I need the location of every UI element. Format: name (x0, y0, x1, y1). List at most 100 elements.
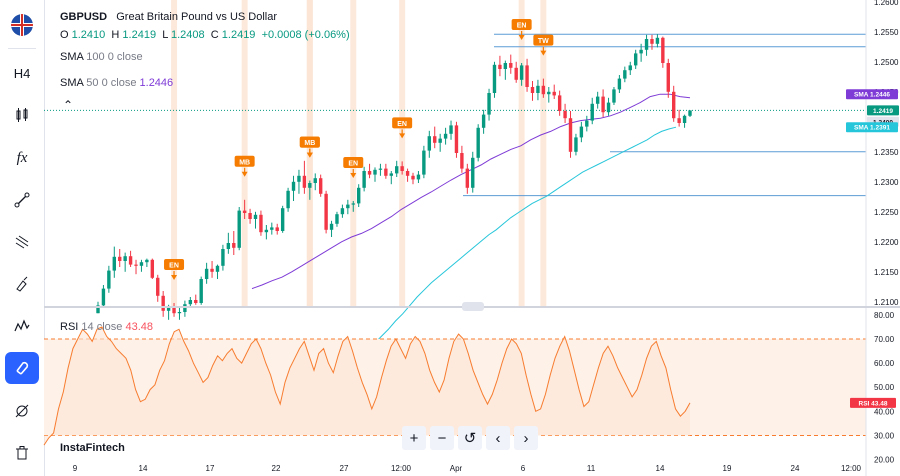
candle-body (422, 150, 426, 175)
scroll-left-button[interactable]: ‹ (486, 426, 510, 450)
rsi-line (43, 326, 691, 446)
scroll-right-button[interactable]: › (514, 426, 538, 450)
chart-type-button[interactable] (6, 100, 38, 130)
candle-body (335, 214, 339, 224)
signal-badge (343, 157, 364, 168)
magnet-mode-button[interactable] (5, 352, 39, 384)
candle-body (112, 256, 116, 271)
sma100-legend[interactable]: SMA 100 0 close (60, 51, 143, 63)
pane-resize-handle (462, 302, 484, 311)
candle-body (585, 120, 589, 127)
interval-button[interactable]: H4 (6, 58, 38, 88)
candle-body (672, 91, 676, 119)
candle-body (210, 268, 214, 272)
time-tick-label: 14 (139, 464, 148, 473)
sma50-line (251, 93, 691, 290)
price-tick-label: 1.2100 (874, 298, 899, 307)
candle-body (199, 279, 203, 303)
signal-badge-label: EN (517, 23, 527, 30)
zoom-in-button[interactable]: + (402, 426, 426, 450)
price-tag-label: SMA 1.2446 (854, 92, 890, 99)
price-tick-label: 1.2500 (874, 58, 899, 67)
delete-drawings-button[interactable] (6, 438, 38, 468)
candle-body (498, 64, 502, 69)
candle-body (232, 243, 236, 248)
candle-body (291, 181, 296, 191)
candle-body (400, 166, 404, 171)
hide-drawings-icon (15, 404, 29, 418)
candle-body (601, 96, 605, 113)
time-tick-label: 11 (587, 464, 596, 473)
symbol-legend: GBPUSD Great Britain Pound vs US Dollar (60, 11, 277, 23)
candle-body (378, 168, 383, 170)
magnet-icon (16, 361, 29, 375)
price-tick-label: 1.2150 (874, 268, 899, 277)
candle-body (134, 264, 138, 266)
rsi-price-tag (850, 397, 896, 408)
collapse-legend-button[interactable]: ⌃ (60, 98, 76, 112)
time-tick-label: 9 (73, 464, 78, 473)
candle-body (395, 166, 399, 174)
price-tick-label: 1.2200 (874, 238, 899, 247)
candle-body (579, 126, 584, 138)
price-tick-label: 1.2600 (874, 0, 899, 7)
trash-icon (16, 446, 28, 460)
rsi-label: RSI (60, 321, 79, 333)
price-tick-label: 1.2550 (874, 28, 899, 37)
reset-view-button[interactable]: ↺ (458, 426, 482, 450)
time-tick-label: 22 (272, 464, 281, 473)
signal-arrow (350, 173, 357, 178)
candle-body (215, 265, 220, 272)
candle-body (514, 67, 518, 80)
rsi-tick-label: 30.00 (874, 431, 895, 440)
price-tag (846, 89, 898, 100)
candle-body (405, 171, 410, 176)
price-tag-label: SMA 1.2391 (854, 125, 890, 132)
candle-body (329, 223, 334, 230)
price-tag (867, 105, 899, 116)
rsi-tick-label: 40.00 (874, 407, 895, 416)
candle-body (259, 214, 263, 233)
candle-body (145, 259, 149, 263)
candle-body (172, 307, 176, 314)
time-tick-label: 27 (340, 464, 349, 473)
trend-line-tool-button[interactable] (6, 185, 38, 215)
signal-arrow (241, 171, 248, 177)
time-tick-label: Apr (450, 464, 463, 473)
candle-body (590, 103, 594, 121)
time-tick-label: 17 (206, 464, 215, 473)
signal-arrow (171, 275, 178, 280)
sma50-legend[interactable]: SMA 50 0 close 1.2446 (60, 77, 173, 89)
indicators-button[interactable]: fx (6, 143, 38, 173)
signal-badge-label: TW (538, 38, 549, 45)
candle-body (96, 305, 100, 314)
sma100-line (337, 126, 677, 372)
candle-body (194, 300, 198, 303)
signal-band (399, 0, 406, 306)
zoom-out-button[interactable]: − (430, 426, 454, 450)
brush-icon (16, 276, 28, 292)
candle-body (150, 259, 155, 278)
signal-badge (511, 19, 532, 30)
candle-body (226, 243, 231, 249)
time-tick-label: 12:00 (841, 464, 862, 473)
symbol-flag-button[interactable] (6, 10, 38, 40)
sma100-params: 100 0 close (86, 51, 143, 63)
candle-body (275, 227, 279, 231)
brush-tool-button[interactable] (6, 269, 38, 299)
fib-tool-button[interactable] (6, 227, 38, 257)
candles-icon (16, 108, 28, 122)
hide-drawings-button[interactable] (6, 396, 38, 426)
patterns-tool-button[interactable] (6, 311, 38, 341)
candle-body (253, 214, 258, 219)
signal-badge (392, 117, 413, 129)
candle-body (536, 85, 540, 93)
candle-body (525, 65, 529, 87)
candle-body (465, 168, 470, 188)
signal-band (171, 0, 178, 306)
rsi-tick-label: 60.00 (874, 359, 895, 368)
sma50-value: 1.2446 (139, 77, 174, 89)
rsi-legend[interactable]: RSI 14 close 43.48 (60, 321, 153, 333)
